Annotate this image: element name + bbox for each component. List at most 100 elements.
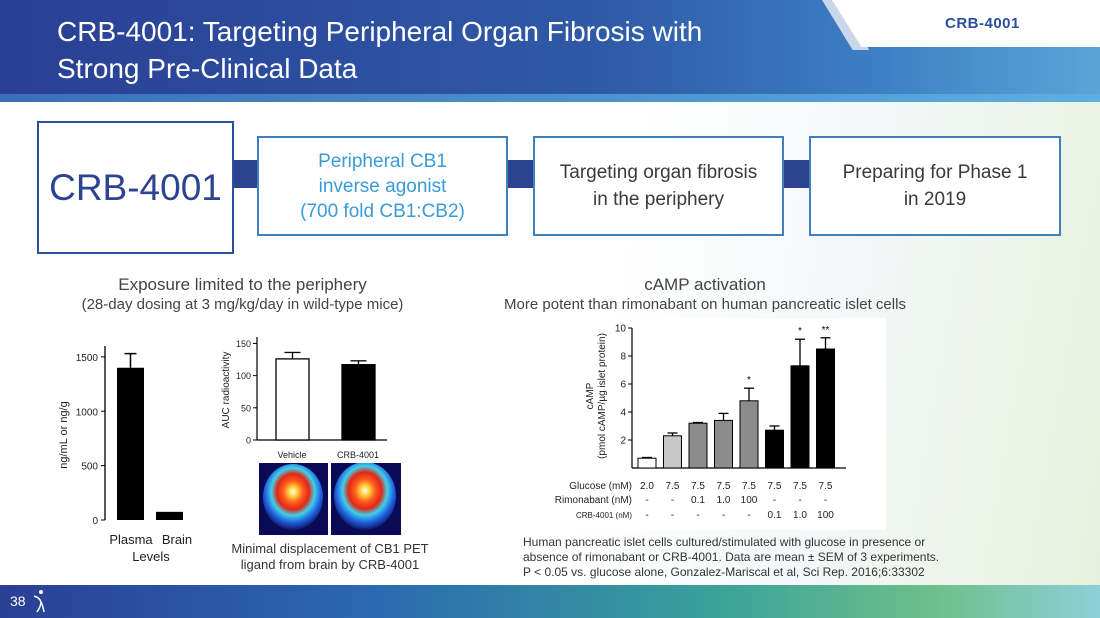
chart3-condition-value: 7.5 [691, 481, 705, 492]
chart3-condition-value: 2.0 [640, 481, 654, 492]
chart2-tick-label: 0 [246, 436, 251, 446]
chart3-significance-label: * [798, 326, 802, 337]
chart3-ylabel-line1: cAMP [585, 382, 596, 409]
chart3-condition-value: 100 [817, 510, 834, 521]
header-tab [832, 0, 1100, 47]
page-title: CRB-4001: Targeting Peripheral Organ Fib… [57, 13, 757, 87]
chart3-condition-value: 7.5 [793, 481, 807, 492]
chart2-bar [341, 364, 376, 441]
chart3-significance-label: ** [822, 325, 830, 336]
chart3-ylabel-line2: (pmol cAMP/µg islet protein) [597, 333, 608, 459]
flow-box-target: Targeting organ fibrosis in the peripher… [533, 136, 784, 236]
chart3-condition-value: 1.0 [717, 495, 731, 506]
pet-scan-crb4001 [334, 463, 396, 530]
chart1-tick-label: 1000 [76, 407, 99, 418]
flow-main-label: CRB-4001 [49, 166, 222, 208]
chart1-cat-brain: Brain [162, 532, 192, 547]
chart1-bar [156, 511, 183, 520]
flow-box2-line1: Targeting organ fibrosis [559, 162, 758, 183]
header-stripe [0, 94, 1100, 102]
flow-box-phase: Preparing for Phase 1 in 2019 [809, 136, 1061, 236]
camp-caption-line2: absence of rimonabant or CRB-4001. Data … [523, 550, 940, 564]
chart3-row-label: CRB-4001 (nM) [576, 511, 632, 520]
chart2-tick-label: 50 [241, 403, 251, 413]
camp-title: cAMP activation [644, 275, 766, 294]
flow-box1-line2: inverse agonist [318, 175, 447, 197]
chart1-ylabel: ng/mL or ng/g [58, 401, 70, 468]
camp-caption-line1: Human pancreatic islet cells cultured/st… [523, 535, 926, 549]
chart2-cat-crb4001: CRB-4001 [337, 450, 379, 460]
chart2-bar [275, 358, 310, 441]
chart3-condition-value: - [798, 495, 801, 506]
chart3-tick-label: 6 [620, 380, 626, 391]
chart3-tick-label: 8 [620, 352, 626, 363]
exposure-title: Exposure limited to the periphery [118, 275, 367, 294]
flow-box-main: CRB-4001 [37, 121, 234, 254]
exposure-subtitle: (28-day dosing at 3 mg/kg/day in wild-ty… [81, 296, 404, 313]
chart3-condition-value: 7.5 [666, 481, 680, 492]
pet-images [259, 463, 401, 535]
page-number: 38 [10, 593, 26, 609]
flow-box-mechanism: Peripheral CB1 inverse agonist (700 fold… [257, 136, 508, 236]
page-title-line1: CRB-4001: Targeting Peripheral Organ Fib… [57, 16, 703, 47]
header-tab-label: CRB-4001 [945, 15, 1020, 32]
chart3-condition-value: - [671, 495, 674, 506]
chart3-bar [714, 419, 733, 469]
chart3-condition-value: 7.5 [717, 481, 731, 492]
company-logo-icon [33, 590, 45, 613]
chart3-bar [816, 348, 835, 469]
chart3-tick-label: 2 [620, 436, 626, 447]
camp-subtitle: More potent than rimonabant on human pan… [504, 296, 906, 313]
flow-box3-line1: Preparing for Phase 1 [842, 162, 1028, 183]
chart3-condition-value: 7.5 [768, 481, 782, 492]
chart1-xlabel: Levels [132, 549, 170, 564]
chart3-condition-value: 0.1 [691, 495, 705, 506]
flow-box2-line2: in the periphery [593, 189, 724, 210]
chart1-tick-label: 500 [81, 462, 98, 473]
pet-scan-vehicle [263, 464, 323, 530]
chart3-bar [765, 429, 784, 469]
chart3-bar [663, 435, 682, 469]
chart3-row-label: Glucose (mM) [569, 481, 632, 492]
chart3-condition-value: - [773, 495, 776, 506]
chart3-condition-value: - [645, 510, 648, 521]
chart3-condition-value: - [722, 510, 725, 521]
chart1-tick-label: 1500 [76, 353, 99, 364]
chart3-condition-value: - [671, 510, 674, 521]
auc-radioactivity-chart: AUC radioactivity 0 50 100 150 Vehicle CRB-… [221, 337, 387, 460]
chart3-tick-label: 10 [615, 324, 627, 335]
footer-bar [0, 585, 1100, 618]
chart3-bar [688, 422, 708, 469]
chart1-tick-label: 0 [92, 516, 98, 527]
chart1-bar [117, 367, 144, 520]
chart3-row-label: Rimonabant (nM) [555, 495, 632, 506]
chart2-tick-label: 100 [236, 371, 251, 381]
chart3-bar [739, 400, 759, 469]
chart3-bar [790, 365, 810, 469]
pet-caption-line2: ligand from brain by CRB-4001 [240, 557, 420, 572]
flow-box1-line3: (700 fold CB1:CB2) [300, 200, 465, 222]
chart1-cat-plasma: Plasma [109, 532, 153, 547]
camp-chart: cAMP (pmol cAMP/µg islet protein) 2 4 6 8 10… [555, 324, 846, 521]
chart3-condition-value: 0.1 [768, 510, 782, 521]
pet-caption: Minimal displacement of CB1 PET ligand f… [215, 541, 445, 573]
flow-box1-line1: Peripheral CB1 [318, 150, 447, 172]
camp-caption: Human pancreatic islet cells cultured/st… [523, 535, 973, 580]
chart3-condition-value: 7.5 [742, 481, 756, 492]
chart3-tick-label: 4 [620, 408, 626, 419]
camp-caption-line3: P < 0.05 vs. glucose alone, Gonzalez-Mar… [523, 565, 925, 579]
chart3-condition-value: - [747, 510, 750, 521]
chart2-ylabel: AUC radioactivity [221, 352, 232, 429]
chart3-condition-value: 7.5 [819, 481, 833, 492]
chart3-bar [637, 457, 657, 469]
chart2-cat-vehicle: Vehicle [277, 450, 306, 460]
chart3-significance-label: * [747, 375, 751, 386]
chart3-condition-value: - [645, 495, 648, 506]
page-title-line2: Strong Pre-Clinical Data [57, 53, 358, 84]
chart3-condition-value: - [696, 510, 699, 521]
chart3-condition-value: 100 [741, 495, 758, 506]
pet-caption-line1: Minimal displacement of CB1 PET [231, 541, 429, 556]
flow-box3-line2: in 2019 [903, 189, 967, 210]
chart2-tick-label: 150 [236, 339, 251, 349]
